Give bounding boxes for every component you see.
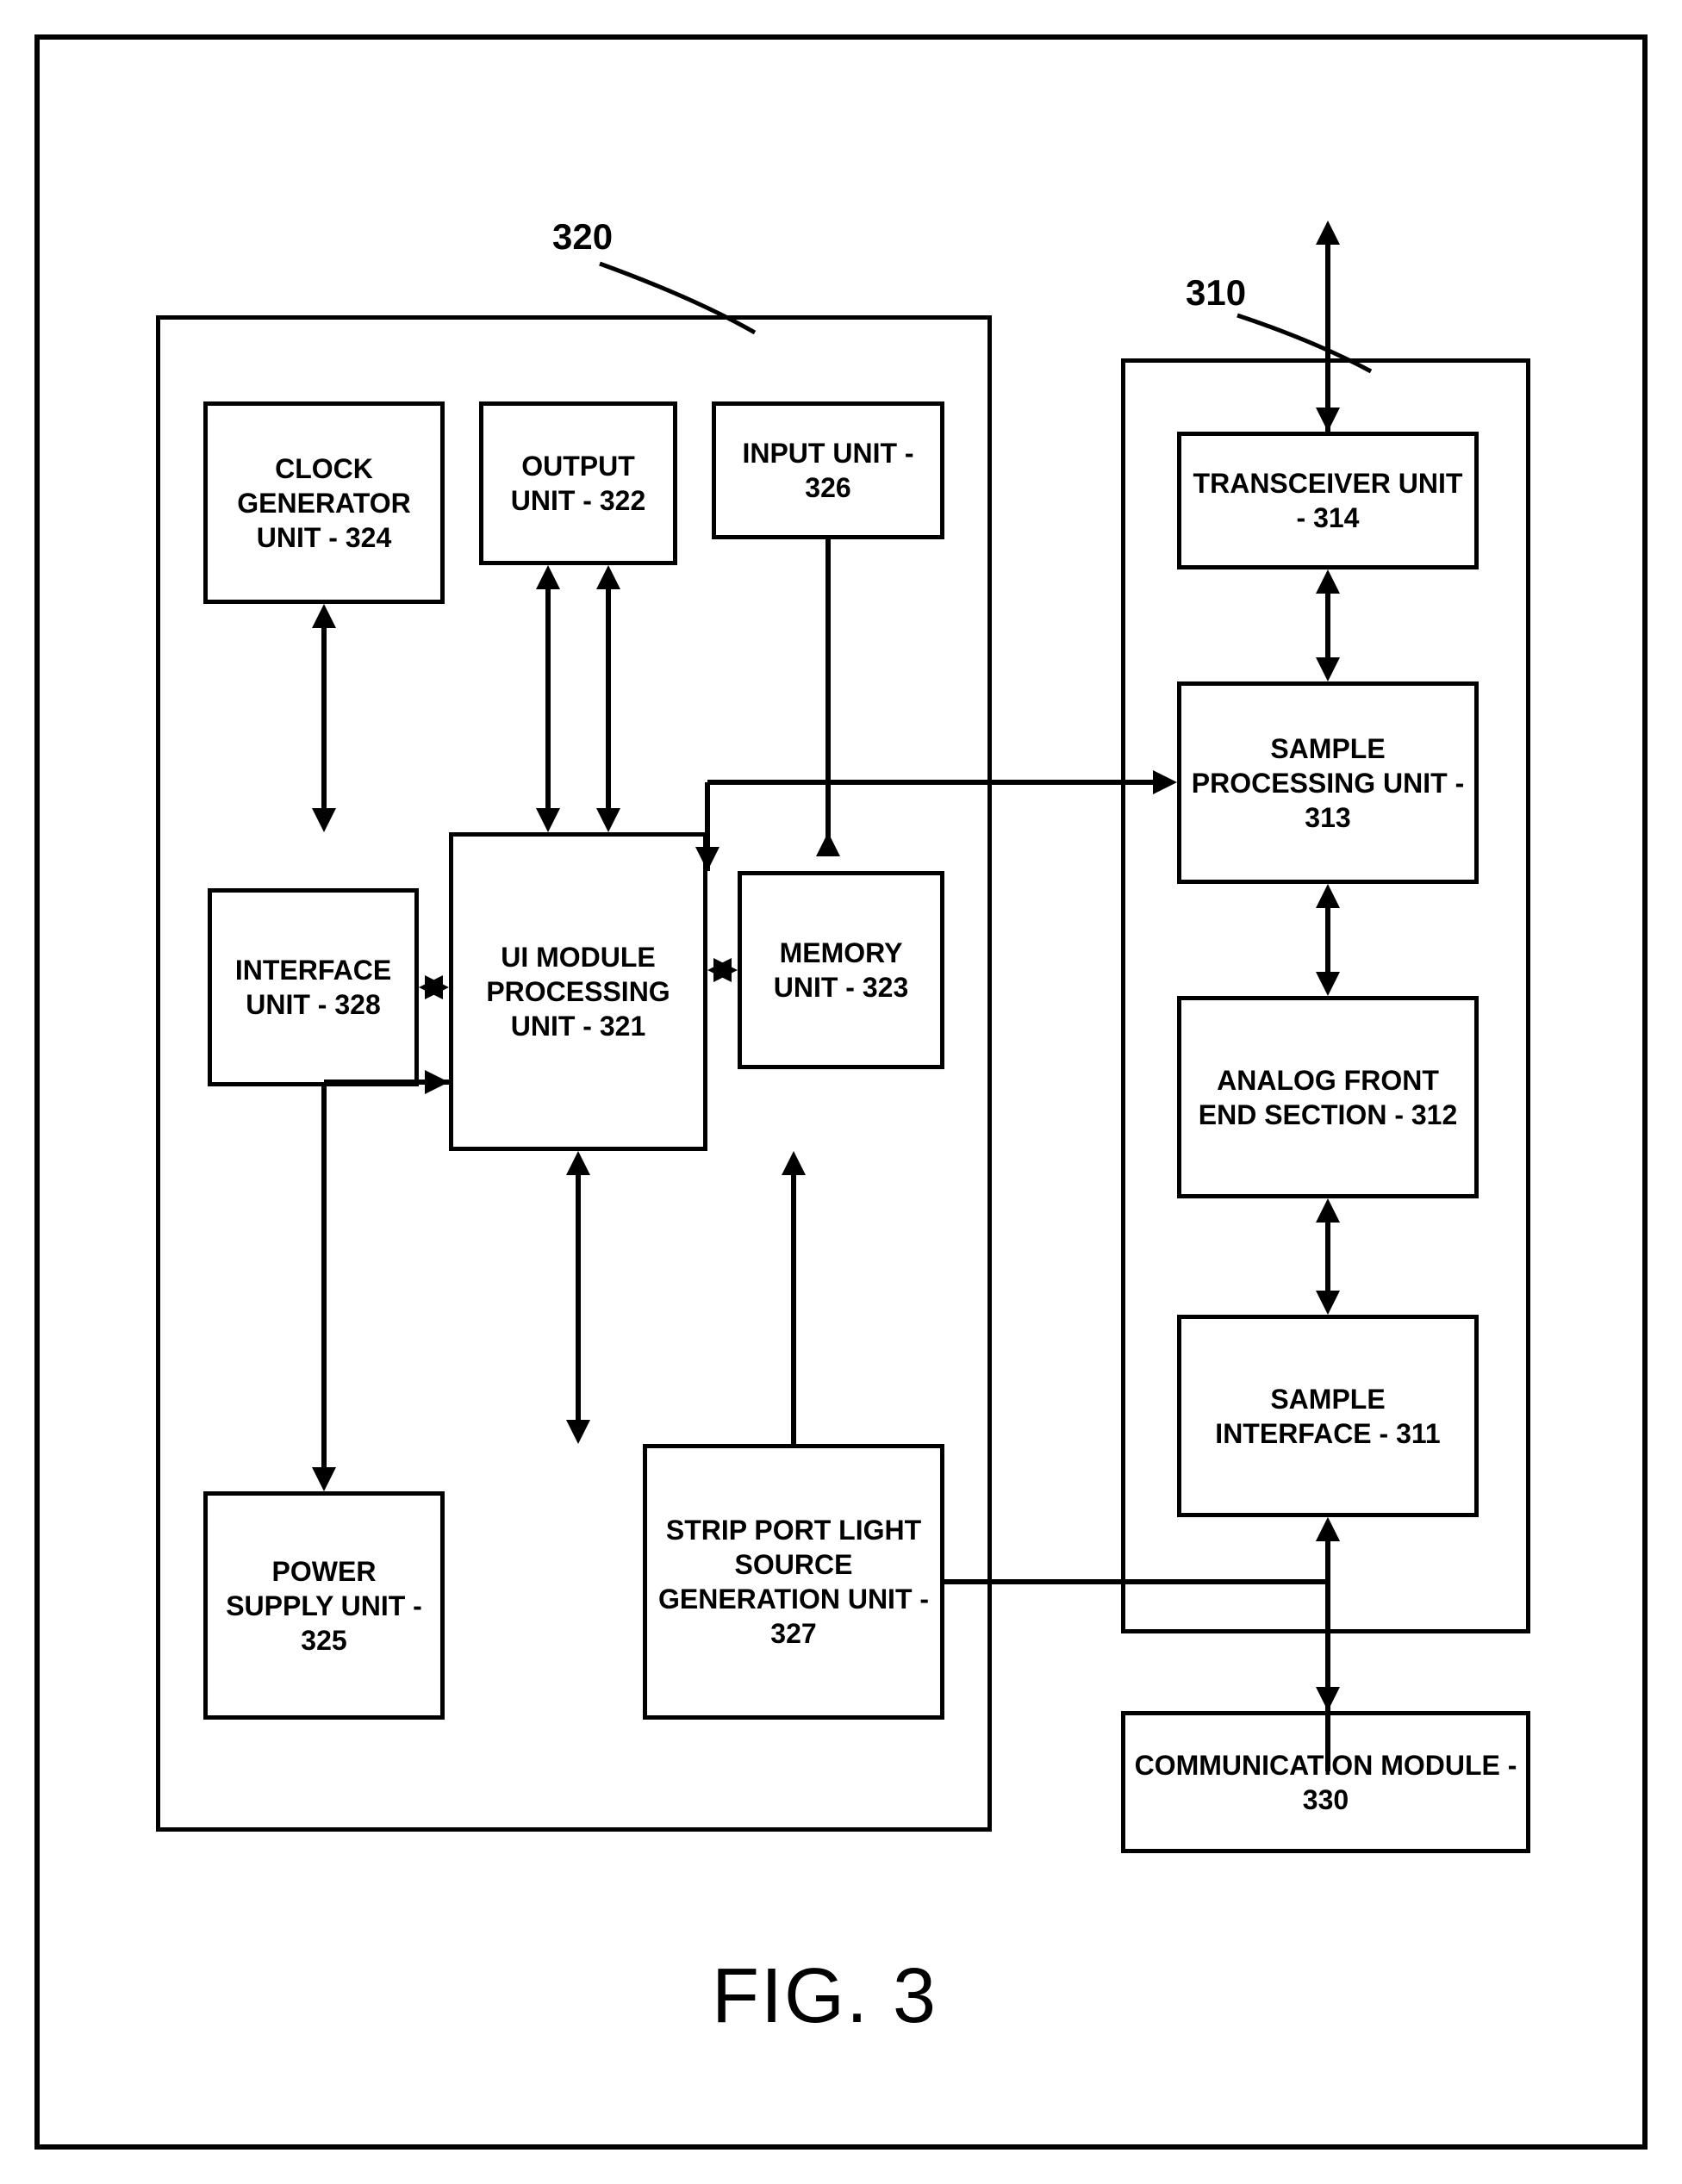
node-sample-interface: SAMPLE INTERFACE - 311 — [1177, 1315, 1479, 1517]
diagram-canvas: 320 310 CLOCK GENERATOR UNIT - 324 OUTPU… — [34, 34, 1648, 2150]
node-analog-front-end: ANALOG FRONT END SECTION - 312 — [1177, 996, 1479, 1198]
node-sample-processing: SAMPLE PROCESSING UNIT - 313 — [1177, 681, 1479, 884]
node-clock-generator: CLOCK GENERATOR UNIT - 324 — [203, 401, 445, 604]
node-interface-unit: INTERFACE UNIT - 328 — [208, 888, 419, 1086]
ref-label-310: 310 — [1186, 272, 1246, 314]
node-strip-port-light: STRIP PORT LIGHT SOURCE GENERATION UNIT … — [643, 1444, 944, 1720]
node-transceiver: TRANSCEIVER UNIT - 314 — [1177, 432, 1479, 569]
ref-label-320: 320 — [552, 216, 613, 258]
figure-caption: FIG. 3 — [712, 1952, 938, 2041]
node-power-supply: POWER SUPPLY UNIT - 325 — [203, 1491, 445, 1720]
node-ui-processing: UI MODULE PROCESSING UNIT - 321 — [449, 832, 707, 1151]
node-output-unit: OUTPUT UNIT - 322 — [479, 401, 677, 565]
node-memory-unit: MEMORY UNIT - 323 — [738, 871, 944, 1069]
node-communication-module: COMMUNICATION MODULE - 330 — [1121, 1711, 1530, 1853]
node-input-unit: INPUT UNIT - 326 — [712, 401, 944, 539]
